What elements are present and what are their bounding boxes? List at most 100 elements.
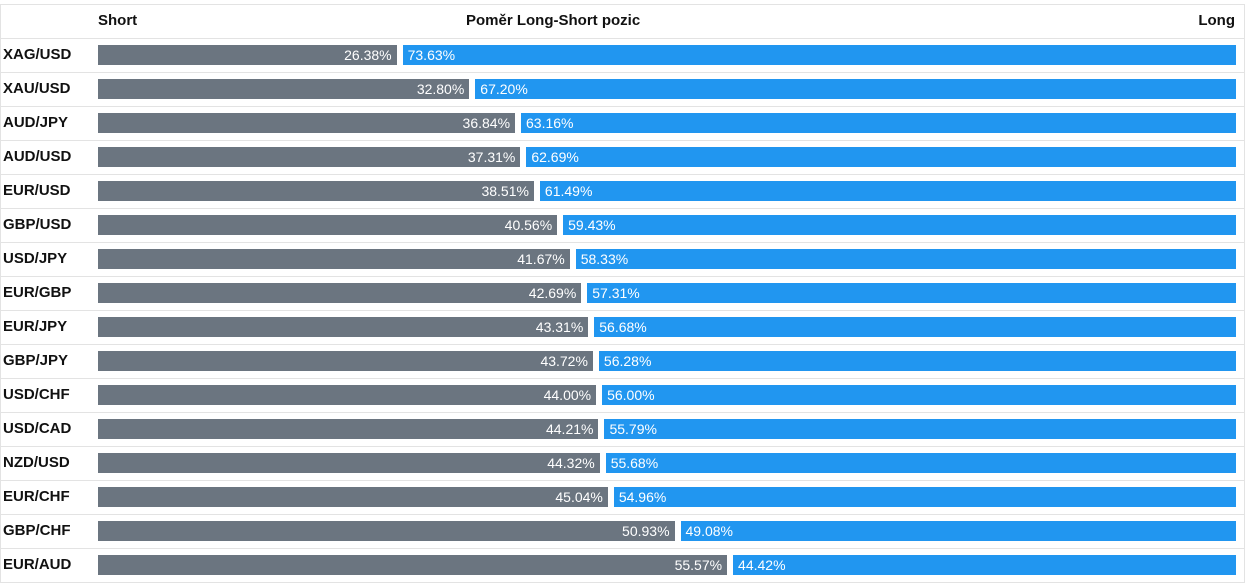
row-divider: [0, 38, 1245, 39]
pair-label: NZD/USD: [3, 454, 70, 471]
long-bar: [526, 147, 1236, 167]
long-bar: [604, 419, 1236, 439]
short-value-label: 37.31%: [467, 149, 516, 165]
long-value-label: 73.63%: [407, 47, 456, 63]
short-value-label: 32.80%: [416, 81, 465, 97]
row-divider: [0, 446, 1245, 447]
short-bar: [98, 249, 570, 269]
short-value-label: 44.21%: [545, 421, 594, 437]
pair-label: XAU/USD: [3, 80, 71, 97]
bar-row: GBP/USD 40.56% 59.43%: [0, 208, 1245, 242]
long-value-label: 54.96%: [618, 489, 667, 505]
long-value-label: 56.68%: [599, 319, 647, 335]
short-bar: [98, 555, 728, 575]
pair-label: EUR/AUD: [3, 556, 72, 573]
short-bar: [98, 147, 521, 167]
long-bar: [563, 215, 1236, 235]
long-value-label: 56.00%: [607, 387, 655, 403]
long-bar: [733, 555, 1236, 575]
pair-label: EUR/GBP: [3, 284, 72, 301]
pair-label: AUD/USD: [3, 148, 72, 165]
bar-row: EUR/GBP 42.69% 57.31%: [0, 276, 1245, 310]
long-bar: [602, 385, 1236, 405]
short-header: Short: [98, 12, 138, 29]
short-value-label: 50.93%: [622, 523, 670, 539]
short-bar: [98, 351, 593, 371]
long-value-label: 59.43%: [568, 217, 616, 233]
short-value-label: 41.67%: [517, 251, 565, 267]
row-divider: [0, 582, 1245, 583]
bar-row: XAG/USD 26.38% 73.63%: [0, 38, 1245, 72]
long-value-label: 58.33%: [580, 251, 629, 267]
short-bar: [98, 521, 675, 541]
short-value-label: 55.57%: [674, 557, 723, 573]
long-value-label: 49.08%: [685, 523, 733, 539]
row-divider: [0, 72, 1245, 73]
short-bar: [98, 45, 397, 65]
short-value-label: 38.51%: [481, 183, 529, 199]
bar-row: AUD/USD 37.31% 62.69%: [0, 140, 1245, 174]
row-divider: [0, 310, 1245, 311]
bar-row: USD/CAD 44.21% 55.79%: [0, 412, 1245, 446]
pair-label: EUR/CHF: [3, 488, 70, 505]
long-bar: [402, 45, 1236, 65]
long-header: Long: [1198, 12, 1235, 29]
short-bar: [98, 181, 534, 201]
bar-row: AUD/JPY 36.84% 63.16%: [0, 106, 1245, 140]
pair-label: USD/CHF: [3, 386, 70, 403]
bar-row: USD/JPY 41.67% 58.33%: [0, 242, 1245, 276]
pair-label: GBP/USD: [3, 216, 72, 233]
row-divider: [0, 276, 1245, 277]
long-bar: [475, 79, 1236, 99]
row-divider: [0, 378, 1245, 379]
long-value-label: 57.31%: [592, 285, 640, 301]
short-value-label: 43.31%: [535, 319, 584, 335]
long-bar: [587, 283, 1236, 303]
short-bar: [98, 79, 470, 99]
long-bar: [598, 351, 1236, 371]
short-bar: [98, 317, 589, 337]
pair-label: EUR/JPY: [3, 318, 68, 335]
bar-row: XAU/USD 32.80% 67.20%: [0, 72, 1245, 106]
long-bar: [575, 249, 1236, 269]
pair-label: AUD/JPY: [3, 114, 69, 131]
short-bar: [98, 419, 599, 439]
long-bar: [594, 317, 1236, 337]
short-value-label: 44.32%: [547, 455, 595, 471]
short-bar: [98, 113, 516, 133]
row-divider: [0, 480, 1245, 481]
row-divider: [0, 548, 1245, 549]
row-divider: [0, 242, 1245, 243]
long-value-label: 55.68%: [610, 455, 659, 471]
row-divider: [0, 514, 1245, 515]
row-divider: [0, 344, 1245, 345]
long-bar: [680, 521, 1236, 541]
long-bar: [605, 453, 1236, 473]
short-value-label: 36.84%: [462, 115, 511, 131]
short-value-label: 26.38%: [344, 47, 392, 63]
long-value-label: 67.20%: [480, 81, 528, 97]
short-value-label: 43.72%: [540, 353, 588, 369]
row-divider: [0, 140, 1245, 141]
bar-row: EUR/CHF 45.04% 54.96%: [0, 480, 1245, 514]
pair-label: EUR/USD: [3, 182, 71, 199]
row-divider: [0, 174, 1245, 175]
row-divider: [0, 208, 1245, 209]
short-value-label: 40.56%: [504, 217, 553, 233]
bar-row: NZD/USD 44.32% 55.68%: [0, 446, 1245, 480]
bar-row: GBP/CHF 50.93% 49.08%: [0, 514, 1245, 548]
row-divider: [0, 106, 1245, 107]
short-bar: [98, 215, 558, 235]
short-value-label: 44.00%: [543, 387, 592, 403]
frame-edge: [1244, 4, 1245, 582]
short-value-label: 45.04%: [555, 489, 603, 505]
bar-row: USD/CHF 44.00% 56.00%: [0, 378, 1245, 412]
pair-label: USD/JPY: [3, 250, 68, 267]
pair-label: GBP/JPY: [3, 352, 69, 369]
pair-label: USD/CAD: [3, 420, 72, 437]
long-value-label: 56.28%: [603, 353, 652, 369]
long-value-label: 55.79%: [609, 421, 657, 437]
short-bar: [98, 283, 582, 303]
chart-title: Poměr Long-Short pozic: [466, 12, 641, 29]
